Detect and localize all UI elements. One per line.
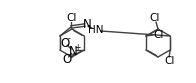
Text: Cl: Cl <box>164 56 174 66</box>
Text: Cl: Cl <box>150 13 160 23</box>
Text: N: N <box>69 44 77 58</box>
Text: -: - <box>68 35 71 43</box>
Text: Cl: Cl <box>154 30 164 40</box>
Text: Cl: Cl <box>67 13 77 23</box>
Text: HN: HN <box>88 25 104 35</box>
Text: O: O <box>61 37 70 49</box>
Text: O: O <box>63 53 72 65</box>
Text: N: N <box>83 18 91 30</box>
Text: +: + <box>74 42 80 51</box>
